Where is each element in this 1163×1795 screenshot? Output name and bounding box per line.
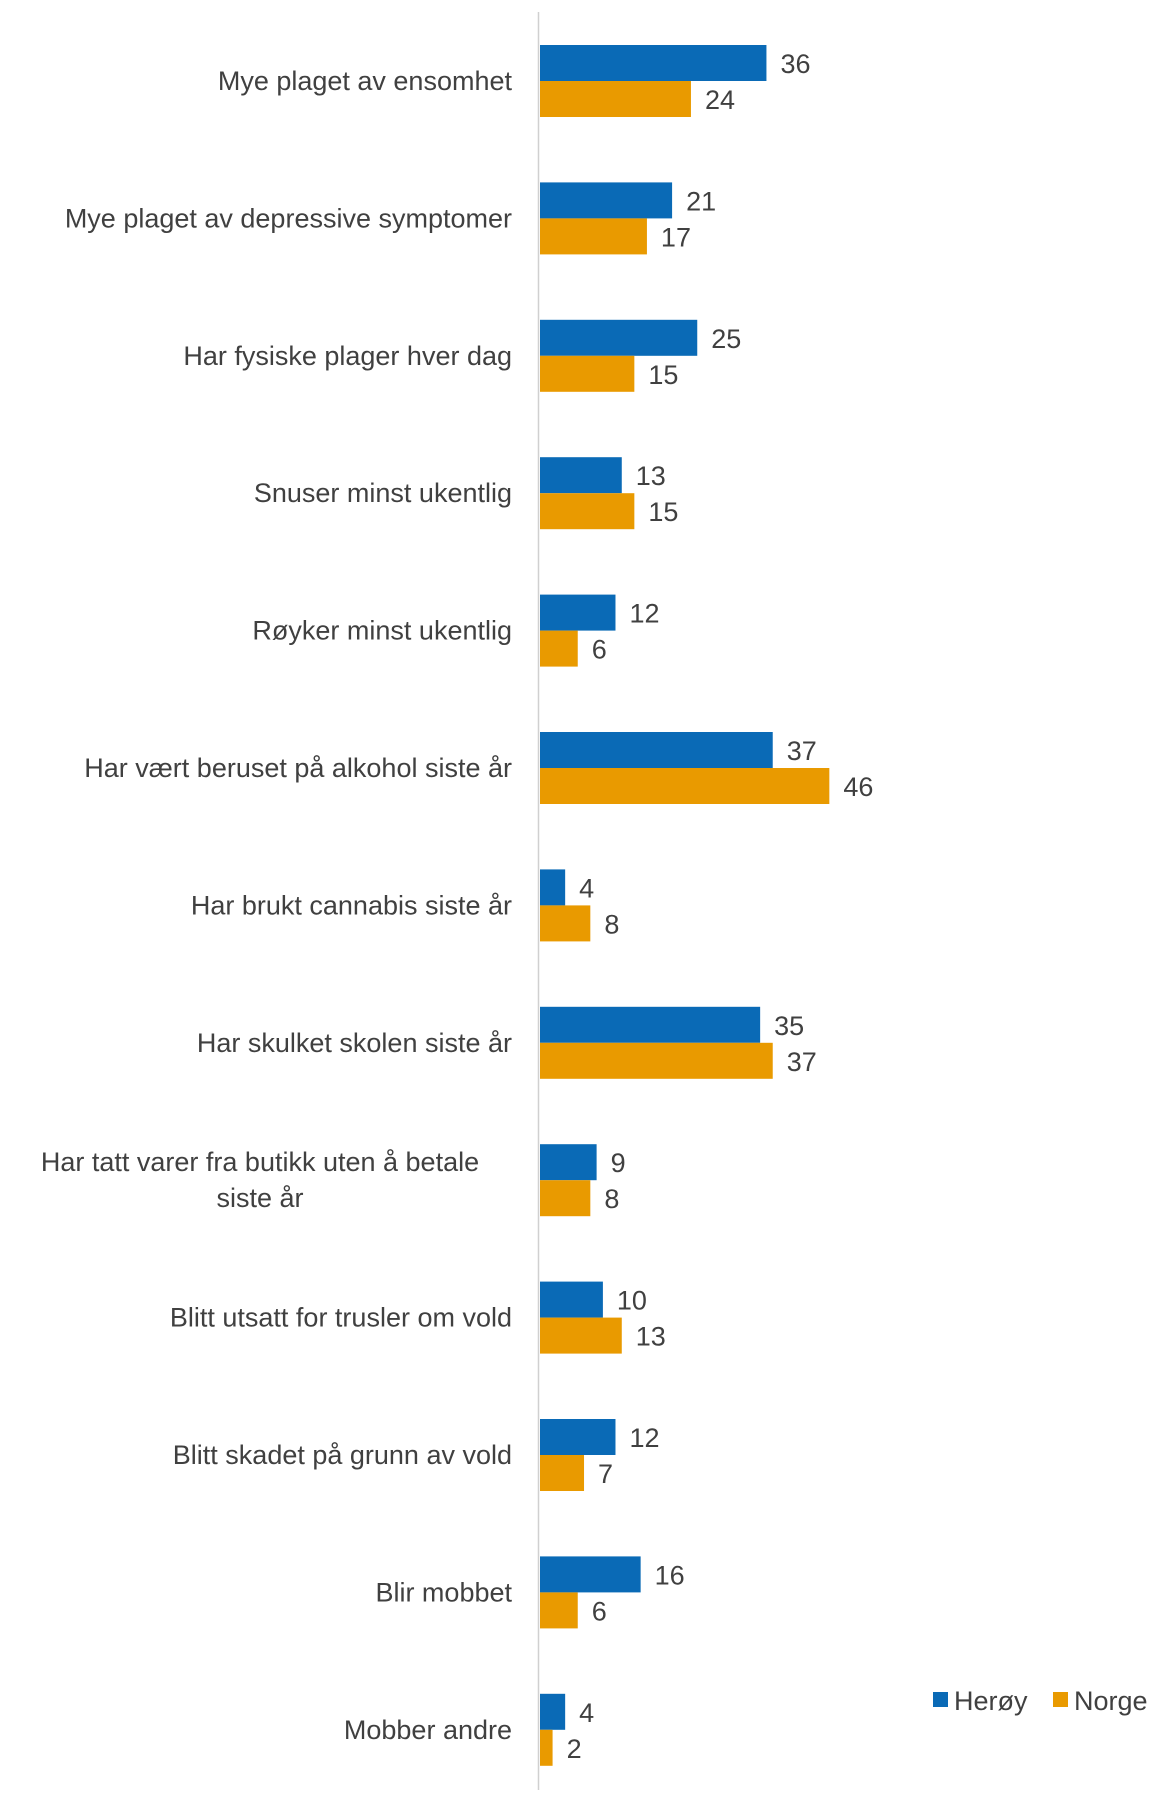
category-label: Har tatt varer fra butikk uten å betale s… [41, 1147, 479, 1213]
bar-norge [540, 768, 830, 804]
data-label: 46 [843, 772, 873, 802]
category-label: Blitt skadet på grunn av vold [173, 1440, 512, 1470]
legend: Herøy Norge [933, 1686, 1148, 1716]
bar-norge [540, 1180, 591, 1217]
bar-norge [540, 81, 691, 117]
data-label: 16 [655, 1560, 685, 1590]
bar-heroy [540, 45, 767, 81]
data-label: 13 [636, 1322, 666, 1352]
bar-heroy [540, 1006, 761, 1043]
data-label: 8 [604, 1184, 619, 1214]
bar-norge [540, 218, 647, 255]
data-label: 21 [686, 186, 716, 216]
bar-heroy [540, 732, 773, 768]
bar-heroy [540, 1144, 597, 1181]
category-label: Blitt utsatt for trusler om vold [170, 1303, 512, 1333]
data-label: 37 [787, 736, 817, 766]
data-label: 15 [648, 497, 678, 527]
category-label: Har vært beruset på alkohol siste år [84, 753, 512, 783]
bar-heroy [540, 182, 673, 219]
bar-norge [540, 1042, 773, 1079]
data-label: 7 [598, 1459, 613, 1489]
category-label: Mye plaget av depressive symptomer [65, 203, 512, 233]
bar-norge [540, 1729, 553, 1766]
data-label: 10 [617, 1286, 647, 1316]
bar-heroy [540, 869, 566, 906]
category-label: Mye plaget av ensomhet [218, 66, 513, 96]
data-label: 35 [774, 1011, 804, 1041]
data-label: 15 [648, 360, 678, 390]
data-label: 2 [567, 1734, 582, 1764]
category-label: Snuser minst ukentlig [254, 478, 512, 508]
category-label: Har fysiske plager hver dag [183, 341, 512, 371]
legend-swatch [933, 1692, 948, 1707]
data-label: 25 [711, 324, 741, 354]
legend-label: Norge [1074, 1686, 1148, 1716]
category-label: Mobber andre [344, 1715, 512, 1745]
category-labels: Mye plaget av ensomhet Mye plaget av depr… [41, 66, 513, 1745]
category-label: Har brukt cannabis siste år [191, 890, 512, 920]
data-label: 37 [787, 1047, 817, 1077]
data-label: 4 [579, 1698, 594, 1728]
bar-norge [540, 630, 578, 667]
bar-heroy [540, 1693, 566, 1730]
bar-heroy [540, 457, 622, 494]
category-label: Har skulket skolen siste år [197, 1028, 512, 1058]
data-label: 12 [629, 599, 659, 629]
data-label: 4 [579, 873, 594, 903]
data-label: 9 [611, 1148, 626, 1178]
bar-heroy [540, 594, 616, 631]
category-label: Røyker minst ukentlig [252, 616, 512, 646]
category-label: Blir mobbet [375, 1577, 512, 1607]
legend-swatch [1053, 1692, 1068, 1707]
bar-heroy [540, 1281, 603, 1318]
bar-norge [540, 493, 635, 530]
data-label: 12 [629, 1423, 659, 1453]
bar-norge [540, 355, 635, 392]
bars [540, 45, 830, 1766]
data-label: 24 [705, 85, 735, 115]
bar-heroy [540, 319, 698, 356]
data-label: 17 [661, 222, 691, 252]
data-label: 6 [592, 635, 607, 665]
bar-heroy [540, 1556, 641, 1593]
data-labels: 3624211725151315126374648353798101312716… [567, 49, 874, 1764]
data-label: 6 [592, 1596, 607, 1626]
data-label: 36 [780, 49, 810, 79]
bar-norge [540, 905, 591, 942]
data-label: 8 [604, 909, 619, 939]
bar-norge [540, 1592, 578, 1629]
bar-norge [540, 1317, 622, 1354]
data-label: 13 [636, 461, 666, 491]
legend-label: Herøy [954, 1686, 1028, 1716]
bar-norge [540, 1455, 585, 1491]
bar-heroy [540, 1419, 616, 1455]
